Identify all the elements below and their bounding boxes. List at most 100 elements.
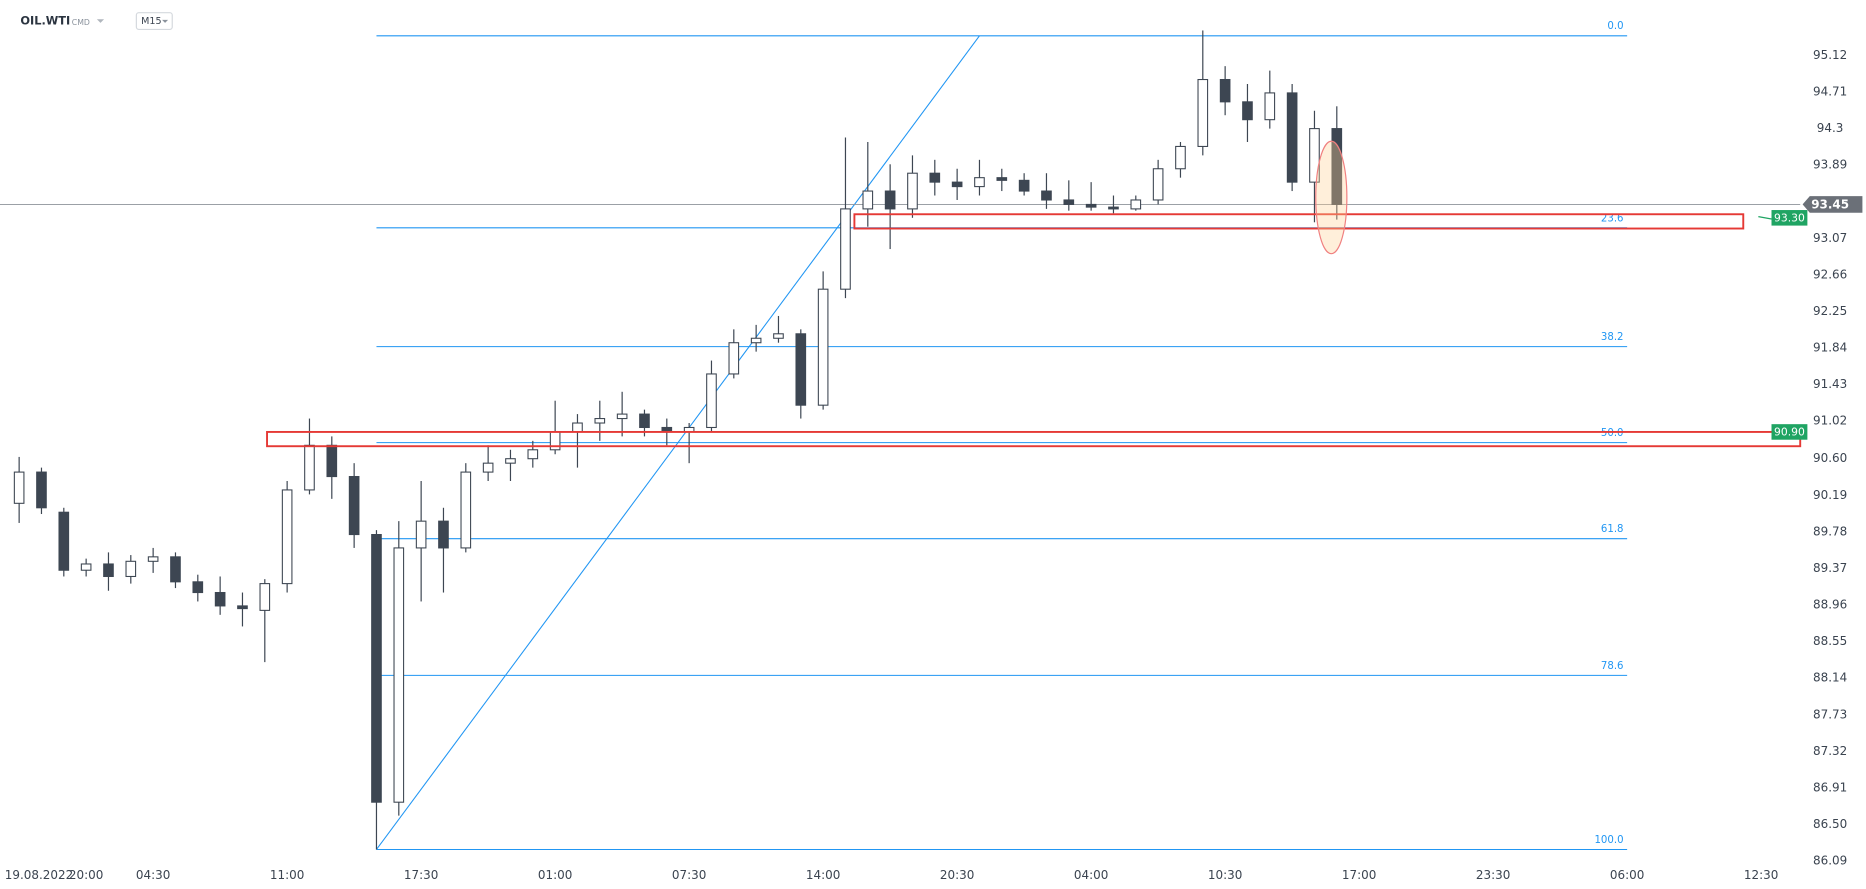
y-tick-label: 89.37	[1813, 561, 1847, 575]
y-tick-label: 91.02	[1813, 414, 1847, 428]
y-tick-label: 88.96	[1813, 598, 1847, 612]
x-tick-label: 19.08.2022	[5, 868, 73, 882]
candle-body	[13, 471, 25, 504]
candle-body	[80, 563, 92, 571]
x-tick-label: 01:00	[538, 868, 572, 882]
y-tick-label: 86.09	[1813, 854, 1847, 868]
candle-body	[594, 418, 606, 424]
candle-body	[1063, 199, 1075, 205]
price-label: 90.90	[1774, 426, 1805, 439]
price-label: 93.30	[1774, 211, 1805, 224]
y-tick-label: 86.91	[1813, 780, 1847, 794]
y-tick-label: 92.66	[1813, 267, 1847, 281]
y-tick-label: 88.14	[1813, 671, 1847, 685]
candle-body	[616, 413, 628, 420]
candle-body	[460, 471, 472, 549]
candle-body	[58, 511, 70, 571]
candle-body	[974, 177, 985, 188]
candle-body	[1197, 78, 1209, 147]
price-label-bg	[1771, 210, 1808, 226]
y-tick-label: 94.3	[1817, 121, 1844, 135]
candle-body	[951, 181, 963, 188]
candle-body	[817, 288, 829, 406]
symbol[interactable]: OIL.WTI	[20, 14, 70, 28]
x-tick-label: 11:00	[270, 868, 304, 882]
fib-level-label: 50.0	[1601, 428, 1624, 439]
y-tick-label: 91.84	[1813, 341, 1847, 355]
x-tick-label: 14:00	[806, 868, 840, 882]
candle-body	[773, 333, 784, 339]
candle-body	[1242, 101, 1253, 121]
fib-level-label: 0.0	[1607, 21, 1623, 32]
candle-body	[103, 563, 114, 578]
fib-level-label: 23.6	[1601, 213, 1624, 224]
candle-body	[1085, 203, 1097, 208]
candle-body	[795, 333, 807, 406]
candle-body	[572, 422, 583, 433]
price-label-bg	[1771, 424, 1808, 440]
market: CMD	[72, 18, 90, 27]
candle-body	[147, 556, 159, 562]
candle-body	[1108, 206, 1119, 210]
y-tick-label: 95.12	[1813, 48, 1847, 62]
candle-body	[884, 190, 896, 210]
candle-body	[482, 462, 494, 473]
candle-body	[639, 413, 650, 429]
candle-body	[527, 449, 539, 460]
dropdown-arrow[interactable]	[96, 19, 105, 23]
zone-connector	[1758, 216, 1772, 220]
interval: M15	[141, 16, 161, 27]
y-tick-label: 91.43	[1813, 377, 1847, 391]
candle-body	[862, 190, 874, 210]
candle-body	[1309, 128, 1320, 183]
candle-body	[1130, 199, 1142, 210]
x-tick-label: 23:30	[1476, 868, 1510, 882]
zone	[266, 430, 1802, 448]
y-tick-label: 87.32	[1813, 744, 1847, 758]
interval-button[interactable]	[135, 12, 173, 31]
y-tick-label: 93.89	[1813, 158, 1847, 172]
x-tick-label: 04:30	[136, 868, 170, 882]
x-tick-label: 04:00	[1074, 868, 1108, 882]
candle-body	[237, 605, 248, 610]
candle-body	[1152, 168, 1164, 201]
y-tick-label: 94.71	[1813, 85, 1847, 99]
y-tick-label: 88.55	[1813, 634, 1847, 648]
fib-trend-line	[376, 35, 980, 850]
x-tick-label: 12:30	[1744, 868, 1778, 882]
y-tick-label: 90.19	[1813, 488, 1847, 502]
x-tick-label: 20:00	[69, 868, 103, 882]
candle-body	[728, 342, 740, 375]
fib-level-label: 100.0	[1594, 835, 1623, 846]
candle-body	[438, 520, 449, 549]
zone	[853, 213, 1745, 230]
candle-body	[259, 583, 271, 611]
x-tick-label: 20:30	[940, 868, 974, 882]
candle-body	[326, 444, 338, 478]
plot: 95.12 94.71 94.3 93.89 93.07 92.66 92.25 91.84 9…	[0, 21, 1863, 882]
candle-body	[415, 520, 427, 549]
y-tick-label: 87.73	[1813, 707, 1847, 721]
x-tick-label: 17:30	[404, 868, 438, 882]
x-tick-label: 06:00	[1610, 868, 1644, 882]
fib-level-label: 78.6	[1601, 661, 1624, 672]
candle-body	[929, 172, 941, 183]
current-price-tag	[1802, 196, 1863, 213]
toolbar: OIL.WTI CMD M15	[20, 12, 173, 31]
candle-body	[348, 476, 360, 536]
fib-level-label: 61.8	[1601, 524, 1624, 535]
candle-body	[1286, 92, 1298, 183]
candle-body	[1264, 92, 1276, 121]
candle-body	[750, 337, 762, 344]
candle-body	[304, 444, 315, 491]
highlight-ellipse	[1315, 140, 1348, 255]
candle-body	[505, 458, 516, 464]
candle-body	[36, 471, 47, 509]
candle-body	[125, 560, 137, 578]
candle-body	[840, 208, 851, 290]
candle-body	[706, 373, 717, 429]
y-tick-label: 93.07	[1813, 231, 1847, 245]
candle-body	[281, 489, 293, 585]
